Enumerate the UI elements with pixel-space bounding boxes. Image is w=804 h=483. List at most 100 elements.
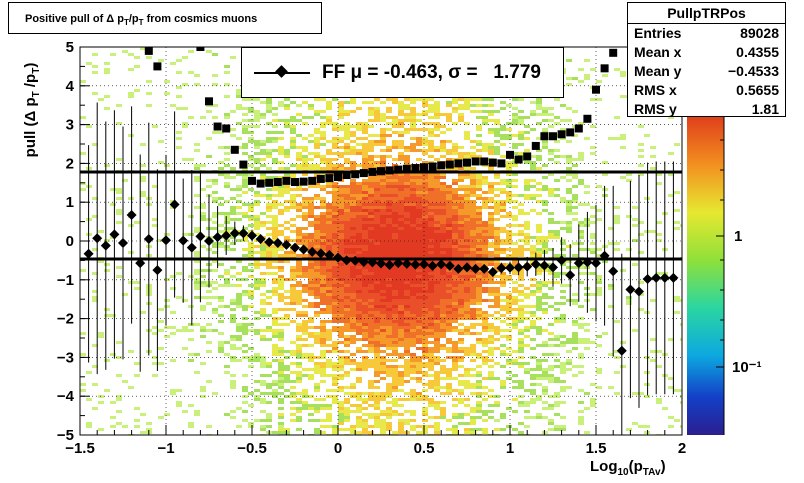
heatmap-cell — [536, 308, 542, 311]
heatmap-cell — [416, 278, 422, 281]
heatmap-cell — [410, 269, 416, 272]
heatmap-cell — [332, 200, 338, 203]
heatmap-cell — [464, 233, 470, 236]
heatmap-cell — [344, 101, 350, 104]
heatmap-cell — [680, 425, 682, 428]
heatmap-cell — [284, 185, 290, 188]
heatmap-cell — [428, 386, 434, 389]
heatmap-cell — [104, 239, 110, 242]
heatmap-cell — [290, 266, 296, 269]
heatmap-cell — [200, 269, 206, 272]
heatmap-cell — [434, 329, 440, 332]
heatmap-cell — [506, 311, 512, 314]
heatmap-cell — [254, 110, 260, 113]
heatmap-cell — [374, 347, 380, 350]
heatmap-cell — [410, 191, 416, 194]
heatmap-cell — [194, 281, 200, 284]
heatmap-cell — [428, 365, 434, 368]
heatmap-cell — [500, 251, 506, 254]
heatmap-cell — [410, 128, 416, 131]
heatmap-cell — [368, 269, 374, 272]
heatmap-cell — [302, 197, 308, 200]
heatmap-cell — [152, 374, 158, 377]
heatmap-cell — [314, 335, 320, 338]
heatmap-cell — [356, 143, 362, 146]
heatmap-cell — [344, 329, 350, 332]
heatmap-cell — [260, 251, 266, 254]
heatmap-cell — [566, 212, 572, 215]
heatmap-cell — [434, 242, 440, 245]
heatmap-cell — [530, 128, 536, 131]
heatmap-cell — [542, 293, 548, 296]
heatmap-cell — [236, 173, 242, 176]
heatmap-cell — [566, 191, 572, 194]
heatmap-cell — [434, 266, 440, 269]
heatmap-cell — [272, 350, 278, 353]
heatmap-cell — [410, 200, 416, 203]
heatmap-cell — [356, 197, 362, 200]
heatmap-cell — [314, 230, 320, 233]
heatmap-cell — [482, 350, 488, 353]
heatmap-cell — [416, 254, 422, 257]
heatmap-cell — [320, 212, 326, 215]
heatmap-cell — [464, 134, 470, 137]
heatmap-cell — [542, 392, 548, 395]
heatmap-cell — [674, 191, 680, 194]
heatmap-cell — [242, 293, 248, 296]
heatmap-cell — [518, 380, 524, 383]
heatmap-cell — [668, 416, 674, 419]
heatmap-cell — [368, 299, 374, 302]
heatmap-cell — [398, 404, 404, 407]
heatmap-cell — [416, 356, 422, 359]
heatmap-cell — [404, 230, 410, 233]
heatmap-cell — [362, 314, 368, 317]
heatmap-cell — [344, 191, 350, 194]
heatmap-cell — [638, 308, 644, 311]
heatmap-cell — [314, 146, 320, 149]
heatmap-cell — [488, 212, 494, 215]
heatmap-cell — [410, 359, 416, 362]
heatmap-cell — [488, 245, 494, 248]
heatmap-cell — [338, 266, 344, 269]
heatmap-cell — [272, 107, 278, 110]
heatmap-cell — [128, 92, 134, 95]
heatmap-cell — [542, 128, 548, 131]
heatmap-cell — [398, 389, 404, 392]
heatmap-cell — [302, 212, 308, 215]
heatmap-cell — [248, 329, 254, 332]
heatmap-cell — [668, 194, 674, 197]
heatmap-cell — [362, 128, 368, 131]
heatmap-cell — [380, 326, 386, 329]
heatmap-cell — [368, 197, 374, 200]
heatmap-cell — [608, 227, 614, 230]
heatmap-cell — [668, 116, 674, 119]
heatmap-cell — [404, 200, 410, 203]
heatmap-cell — [398, 380, 404, 383]
heatmap-cell — [524, 137, 530, 140]
heatmap-cell — [188, 329, 194, 332]
heatmap-cell — [338, 191, 344, 194]
heatmap-cell — [254, 239, 260, 242]
heatmap-cell — [368, 284, 374, 287]
heatmap-cell — [170, 326, 176, 329]
heatmap-cell — [320, 398, 326, 401]
heatmap-cell — [236, 338, 242, 341]
heatmap-cell — [326, 164, 332, 167]
heatmap-cell — [260, 362, 266, 365]
heatmap-cell — [410, 410, 416, 413]
heatmap-cell — [392, 206, 398, 209]
heatmap-cell — [392, 311, 398, 314]
heatmap-cell — [200, 245, 206, 248]
heatmap-cell — [464, 368, 470, 371]
heatmap-cell — [230, 218, 236, 221]
heatmap-cell — [350, 110, 356, 113]
mean-point — [92, 233, 103, 244]
heatmap-cell — [92, 71, 98, 74]
heatmap-cell — [302, 122, 308, 125]
heatmap-cell — [332, 194, 338, 197]
heatmap-cell — [350, 209, 356, 212]
heatmap-cell — [404, 329, 410, 332]
heatmap-cell — [386, 329, 392, 332]
heatmap-cell — [518, 305, 524, 308]
heatmap-cell — [542, 203, 548, 206]
